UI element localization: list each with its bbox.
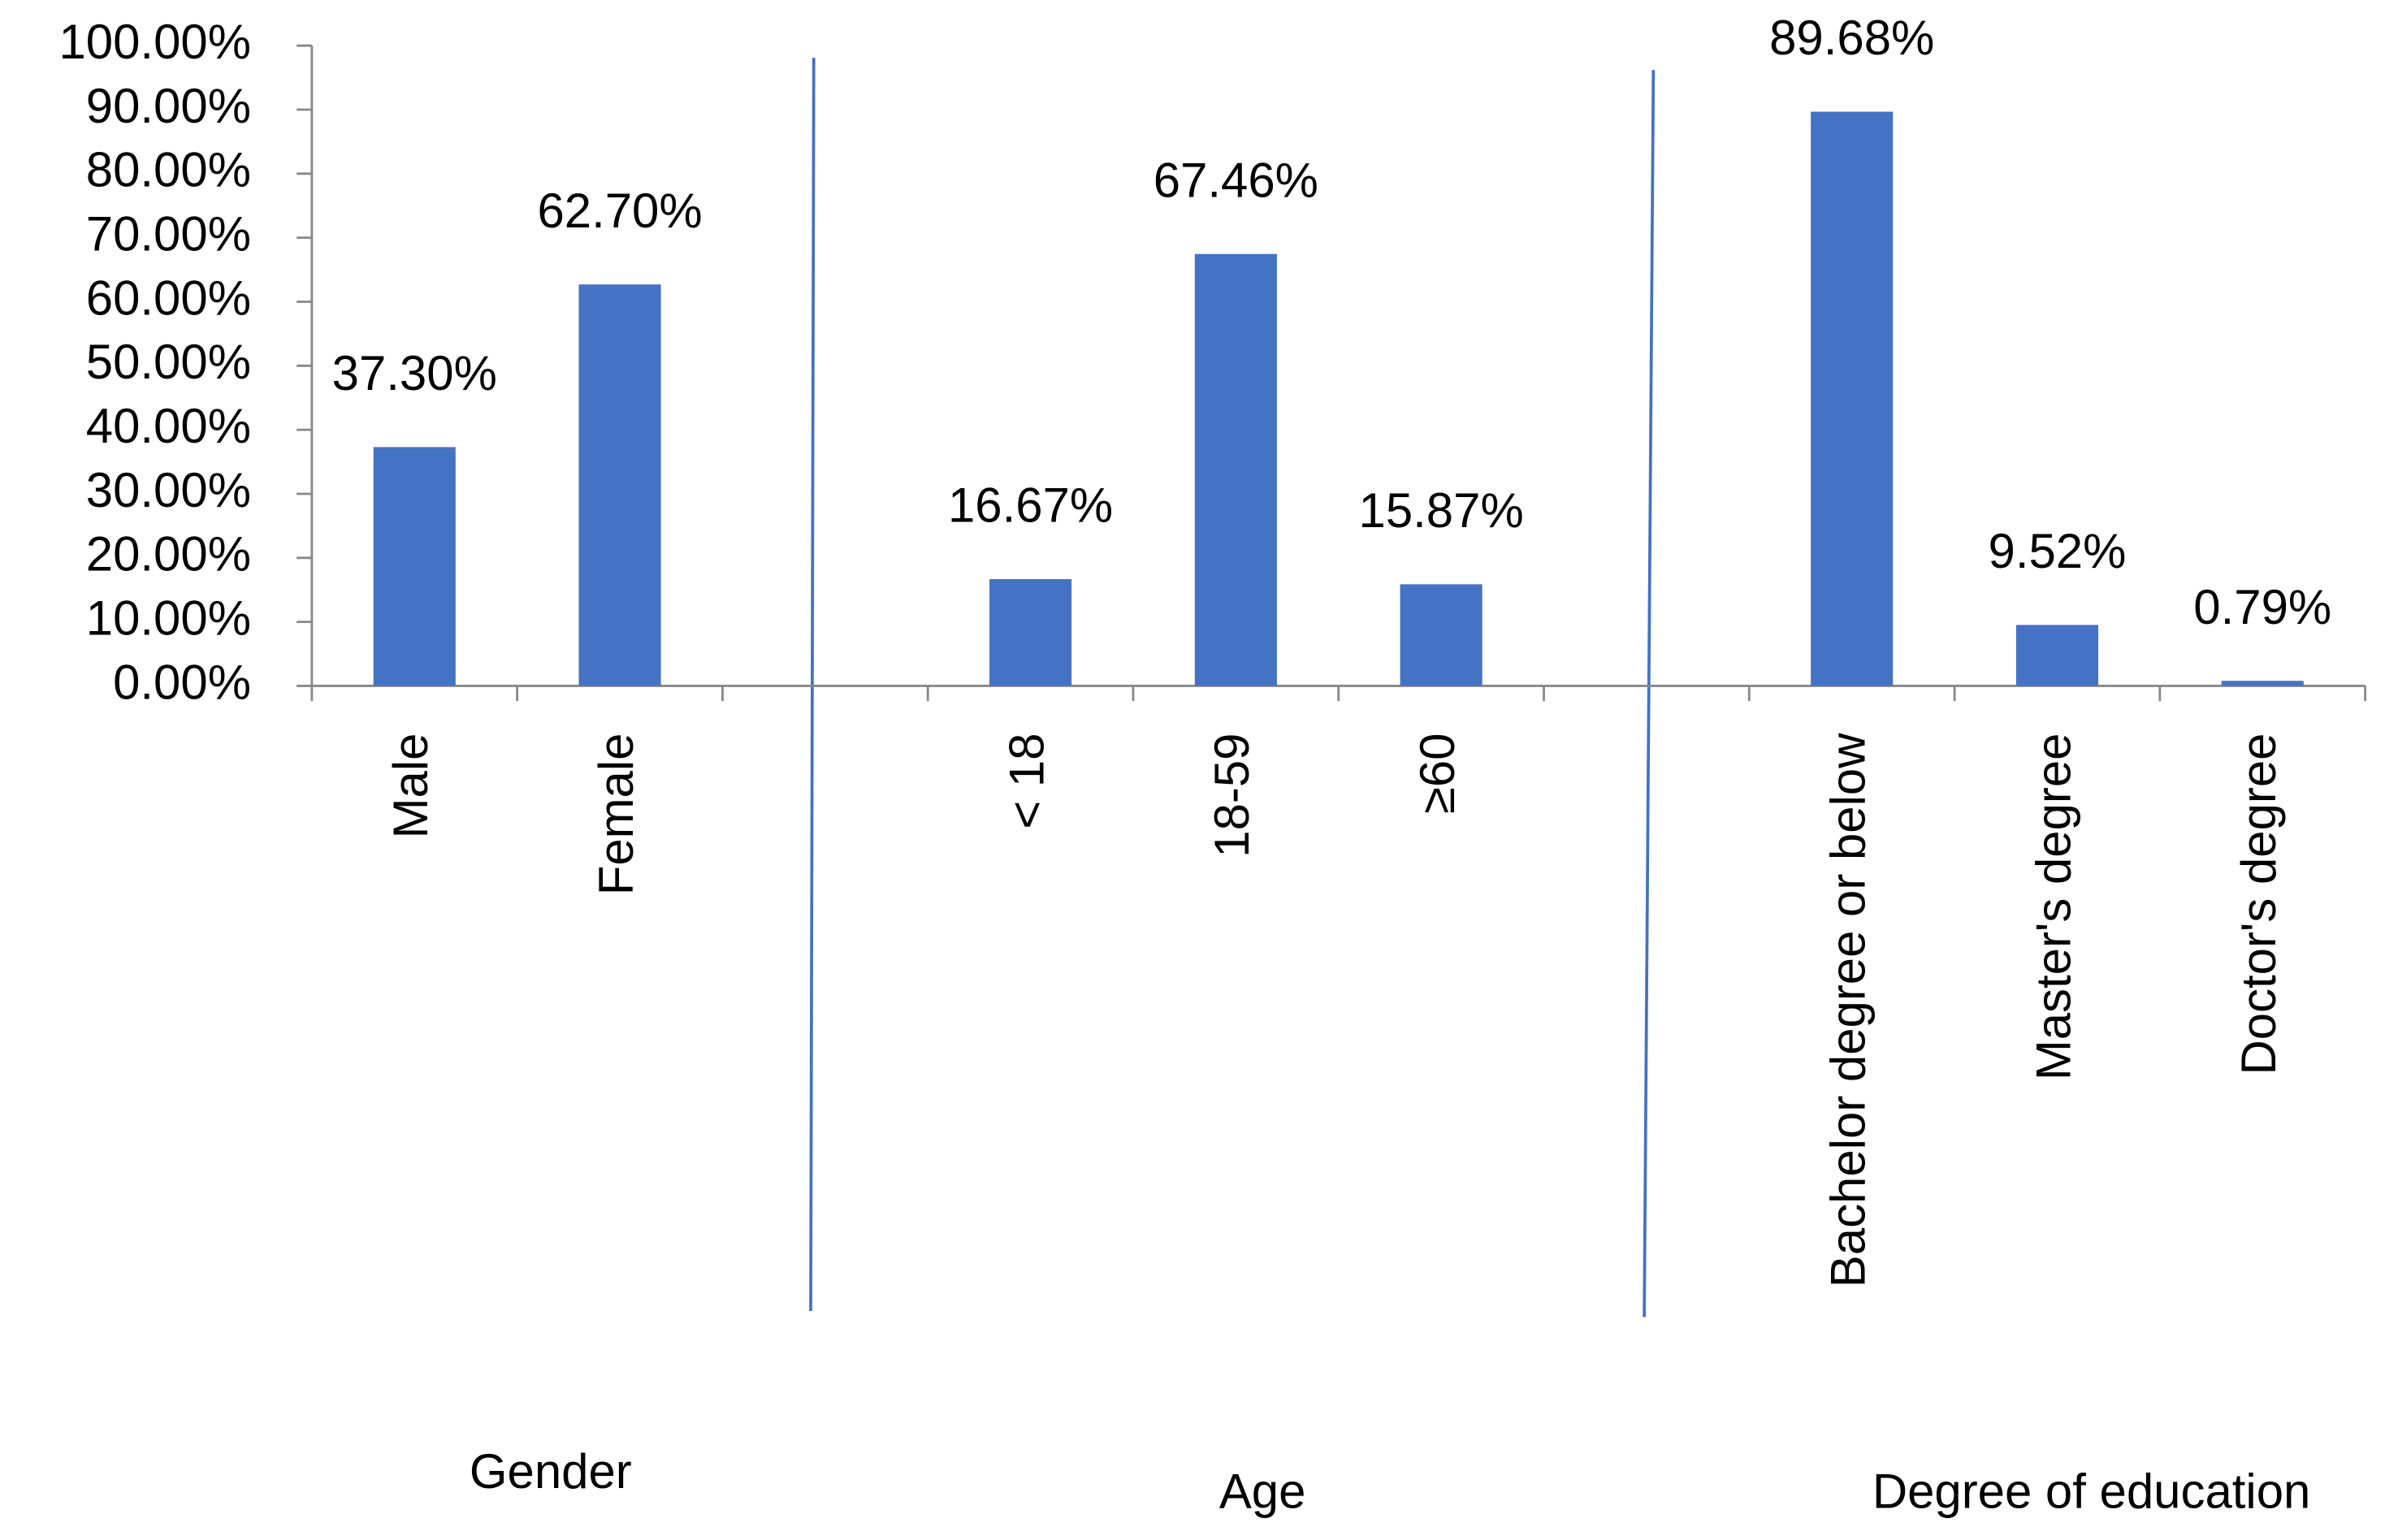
y-tick-label: 30.00%: [86, 463, 251, 517]
x-tick-label: 18-59: [1205, 733, 1259, 858]
y-tick-label: 10.00%: [86, 590, 251, 645]
y-tick-label: 80.00%: [86, 143, 251, 197]
y-tick-label: 100.00%: [58, 15, 251, 69]
group-label: Degree of education: [1872, 1464, 2311, 1518]
x-tick-label: Bachelor degree or below: [1821, 733, 1876, 1287]
value-label: 15.87%: [1359, 483, 1524, 538]
value-label: 67.46%: [1154, 153, 1318, 207]
value-label: 62.70%: [537, 184, 702, 238]
x-tick-label: < 18: [999, 733, 1054, 829]
value-label: 16.67%: [948, 478, 1113, 533]
y-tick-label: 50.00%: [86, 335, 251, 389]
y-tick-label: 60.00%: [86, 270, 251, 325]
value-label: 9.52%: [1989, 524, 2127, 578]
bar: [1811, 111, 1894, 686]
x-tick-label: ≥60: [1410, 733, 1465, 815]
value-label: 89.68%: [1769, 11, 1934, 65]
group-separator: [1643, 70, 1656, 1317]
group-separator: [809, 58, 816, 1312]
y-tick-label: 20.00%: [86, 527, 251, 582]
y-tick-label: 70.00%: [86, 206, 251, 261]
x-tick-label: Male: [383, 733, 438, 839]
group-label: Age: [1219, 1464, 1306, 1518]
value-label: 37.30%: [332, 346, 497, 400]
y-tick-label: 40.00%: [86, 399, 251, 453]
x-tick-label: Master's degree: [2026, 733, 2080, 1081]
bar: [989, 579, 1072, 686]
y-tick-label: 90.00%: [86, 79, 251, 133]
bar: [373, 447, 456, 686]
y-tick-label: 0.00%: [113, 655, 251, 709]
x-tick-label: Female: [589, 733, 643, 896]
bar: [1400, 584, 1483, 686]
bar: [2015, 625, 2099, 686]
bar: [1194, 253, 1277, 686]
value-label: 0.79%: [2193, 580, 2331, 634]
x-tick-label: Doctor's degree: [2231, 733, 2286, 1075]
bar: [578, 284, 661, 686]
group-label: Gender: [470, 1444, 632, 1499]
bar: [2221, 681, 2304, 686]
